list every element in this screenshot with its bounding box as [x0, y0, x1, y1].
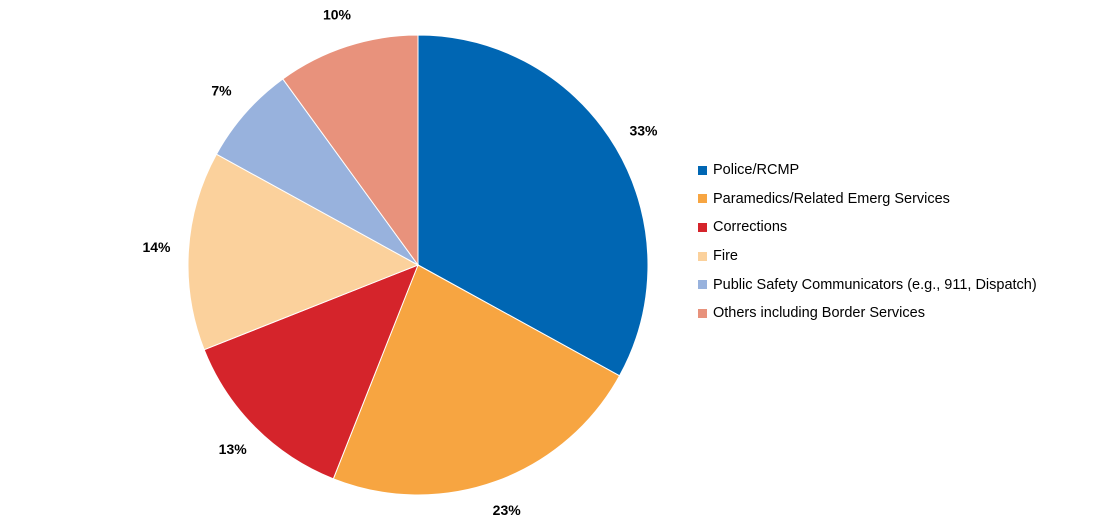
- pie-slice-1: [332, 264, 621, 496]
- legend-item-0: Police/RCMP: [698, 156, 1088, 185]
- pie-slice-2: [203, 264, 419, 480]
- legend: Police/RCMP Paramedics/Related Emerg Serv…: [698, 156, 1088, 328]
- legend-label-3: Fire: [713, 248, 738, 265]
- pie-slice-4: [215, 78, 419, 266]
- legend-label-5: Others including Border Services: [713, 305, 925, 322]
- legend-swatch-5: [698, 308, 707, 318]
- data-label-4: 7%: [211, 82, 232, 98]
- data-label-0: 33%: [629, 122, 658, 138]
- legend-label-1: Paramedics/Related Emerg Services: [713, 190, 950, 207]
- legend-swatch-2: [698, 222, 707, 232]
- pie-slice-0: [417, 34, 649, 377]
- legend-swatch-1: [698, 194, 707, 204]
- legend-item-4: Public Safety Communicators (e.g., 911, …: [698, 270, 1088, 299]
- data-label-5: 10%: [323, 7, 352, 23]
- legend-swatch-0: [698, 165, 707, 175]
- pie-slice-5: [282, 34, 419, 267]
- legend-label-0: Police/RCMP: [713, 162, 800, 179]
- legend-label-4: Public Safety Communicators (e.g., 911, …: [713, 276, 1037, 293]
- data-label-1: 23%: [493, 502, 522, 518]
- legend-item-1: Paramedics/Related Emerg Services: [698, 185, 1088, 214]
- legend-swatch-4: [698, 280, 707, 290]
- data-label-3: 14%: [142, 239, 171, 255]
- data-label-2: 13%: [219, 441, 248, 457]
- legend-swatch-3: [698, 251, 707, 261]
- legend-label-2: Corrections: [713, 219, 788, 236]
- legend-item-5: Others including Border Services: [698, 299, 1088, 328]
- legend-item-3: Fire: [698, 242, 1088, 271]
- pie-slice-3: [187, 153, 420, 351]
- legend-item-2: Corrections: [698, 213, 1088, 242]
